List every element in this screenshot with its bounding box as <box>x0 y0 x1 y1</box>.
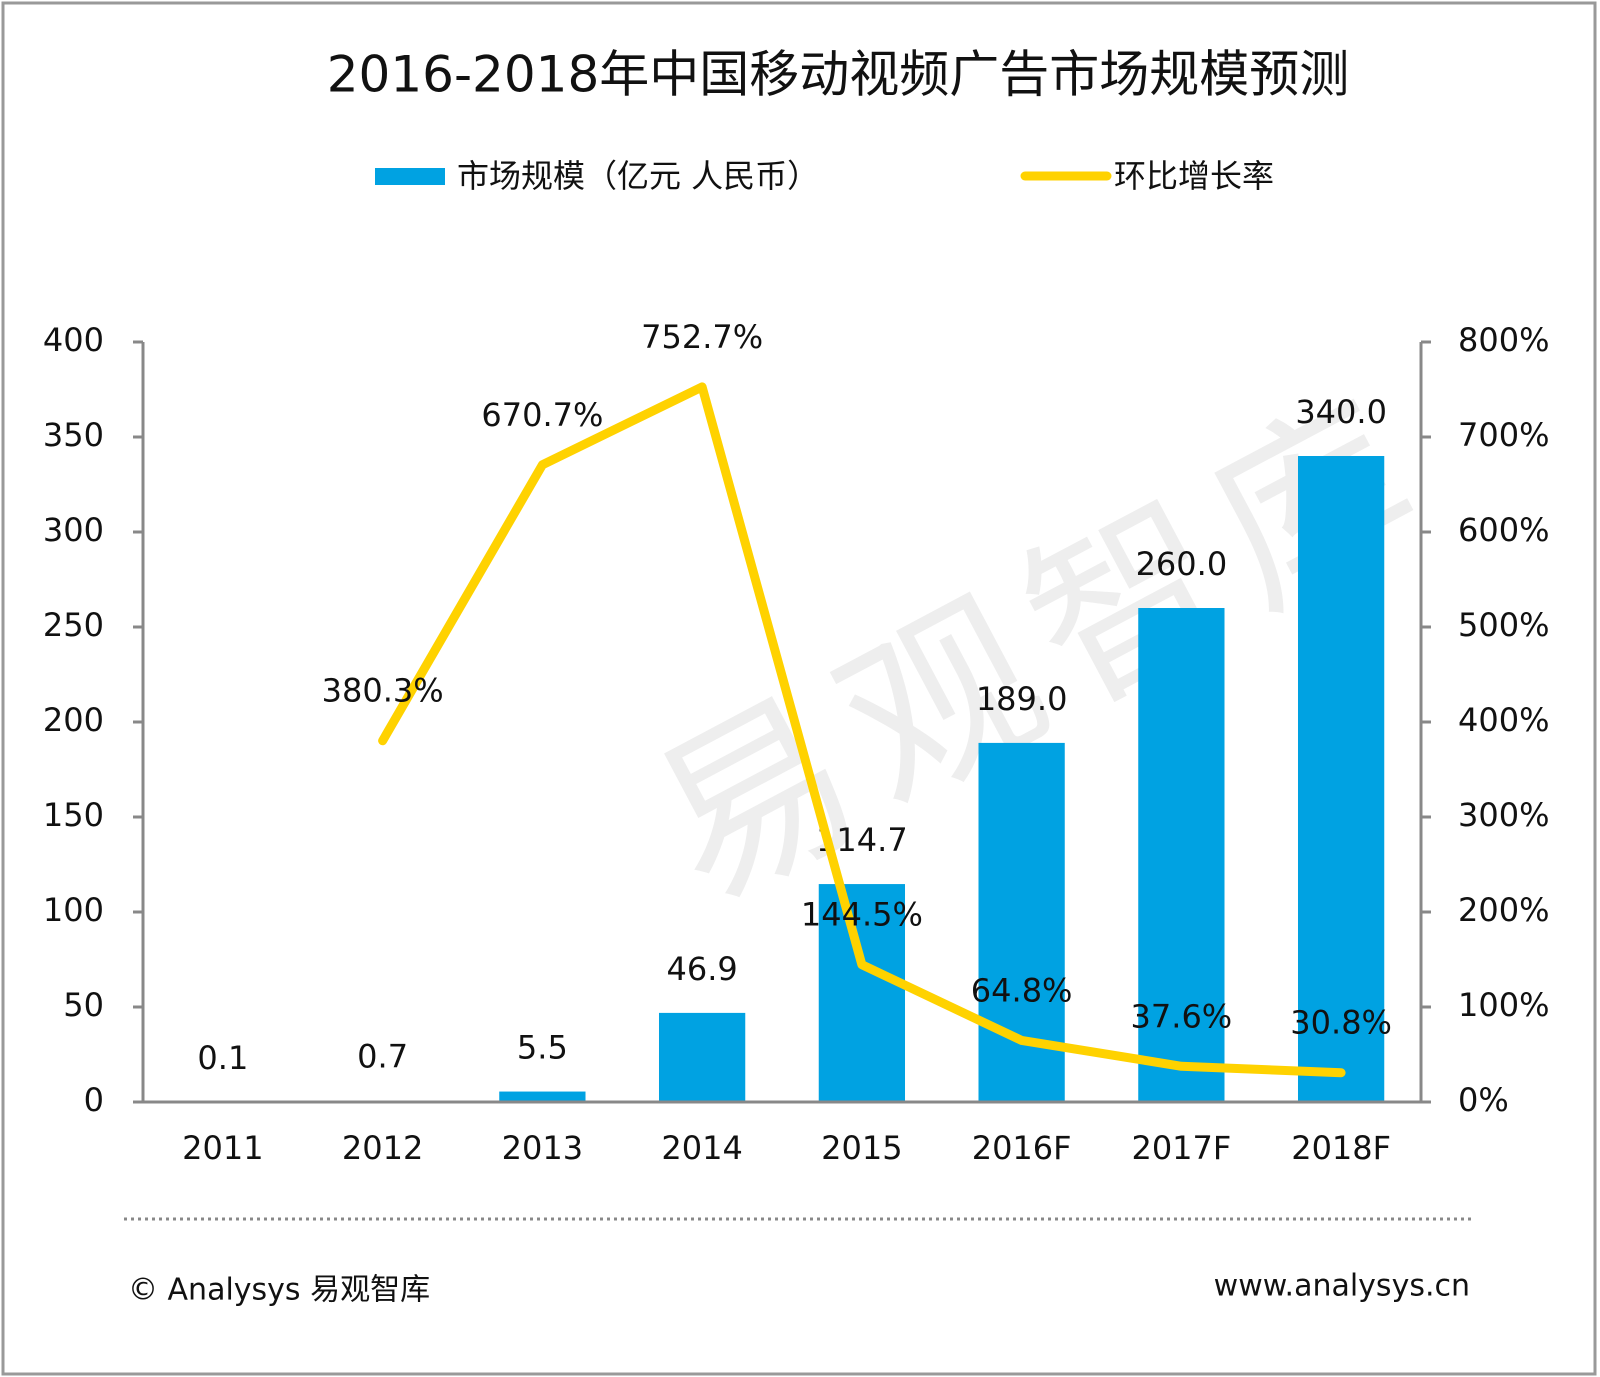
bar-value-label: 340.0 <box>1295 393 1387 431</box>
line-value-label: 380.3% <box>322 672 444 710</box>
footer-left: © Analysys 易观智库 <box>128 1273 430 1308</box>
bar-value-label: 0.7 <box>357 1038 408 1076</box>
y2-tick-label: 700% <box>1458 416 1549 454</box>
x-tick-label: 2017F <box>1131 1129 1231 1167</box>
line-value-label: 64.8% <box>971 971 1073 1009</box>
bar <box>499 1091 586 1102</box>
y2-tick-label: 800% <box>1458 321 1549 359</box>
bar-value-label: 189.0 <box>976 680 1068 718</box>
footer-right: www.analysys.cn <box>1214 1269 1470 1304</box>
x-tick-label: 2018F <box>1291 1129 1391 1167</box>
x-tick-label: 2015 <box>821 1129 902 1167</box>
line <box>378 382 1346 1078</box>
legend-label: 环比增长率 <box>1114 157 1274 195</box>
y-tick-label: 250 <box>43 606 104 644</box>
bar-value-label: 0.1 <box>197 1039 248 1077</box>
bar <box>818 884 906 1102</box>
y-tick-label: 100 <box>43 891 104 929</box>
x-tick-label: 2012 <box>342 1129 423 1167</box>
y-tick-label: 400 <box>43 321 104 359</box>
line-value-label: 30.8% <box>1290 1004 1392 1042</box>
y2-tick-label: 0% <box>1458 1081 1509 1119</box>
bar <box>1297 456 1385 1102</box>
legend-label: 市场规模（亿元 人民币） <box>457 157 819 195</box>
chart-title: 2016-2018年中国移动视频广告市场规模预测 <box>327 46 1350 104</box>
line-value-label: 144.5% <box>801 896 923 934</box>
y2-tick-label: 400% <box>1458 701 1549 739</box>
bar-value-label: 260.0 <box>1136 545 1228 583</box>
x-tick-label: 2013 <box>502 1129 583 1167</box>
y2-tick-label: 300% <box>1458 796 1549 834</box>
y2-tick-label: 200% <box>1458 891 1549 929</box>
y2-tick-label: 100% <box>1458 986 1549 1024</box>
y-tick-label: 50 <box>63 986 104 1024</box>
y-tick-label: 350 <box>43 416 104 454</box>
line-value-label: 752.7% <box>641 318 763 356</box>
bar <box>1138 608 1225 1102</box>
bar-value-label: 5.5 <box>517 1029 568 1067</box>
bar <box>658 1012 746 1102</box>
y-tick-label: 300 <box>43 511 104 549</box>
y2-tick-label: 600% <box>1458 511 1549 549</box>
y2-tick-label: 500% <box>1458 606 1549 644</box>
y-tick-label: 150 <box>43 796 104 834</box>
y-tick-label: 200 <box>43 701 104 739</box>
y-tick-label: 0 <box>84 1081 104 1119</box>
bar-value-label: 46.9 <box>667 950 738 988</box>
x-tick-label: 2016F <box>972 1129 1072 1167</box>
line-value-label: 670.7% <box>481 396 603 434</box>
legend-swatch <box>375 168 445 185</box>
x-tick-label: 2014 <box>661 1129 742 1167</box>
line-value-label: 37.6% <box>1131 997 1233 1035</box>
x-tick-label: 2011 <box>182 1129 263 1167</box>
